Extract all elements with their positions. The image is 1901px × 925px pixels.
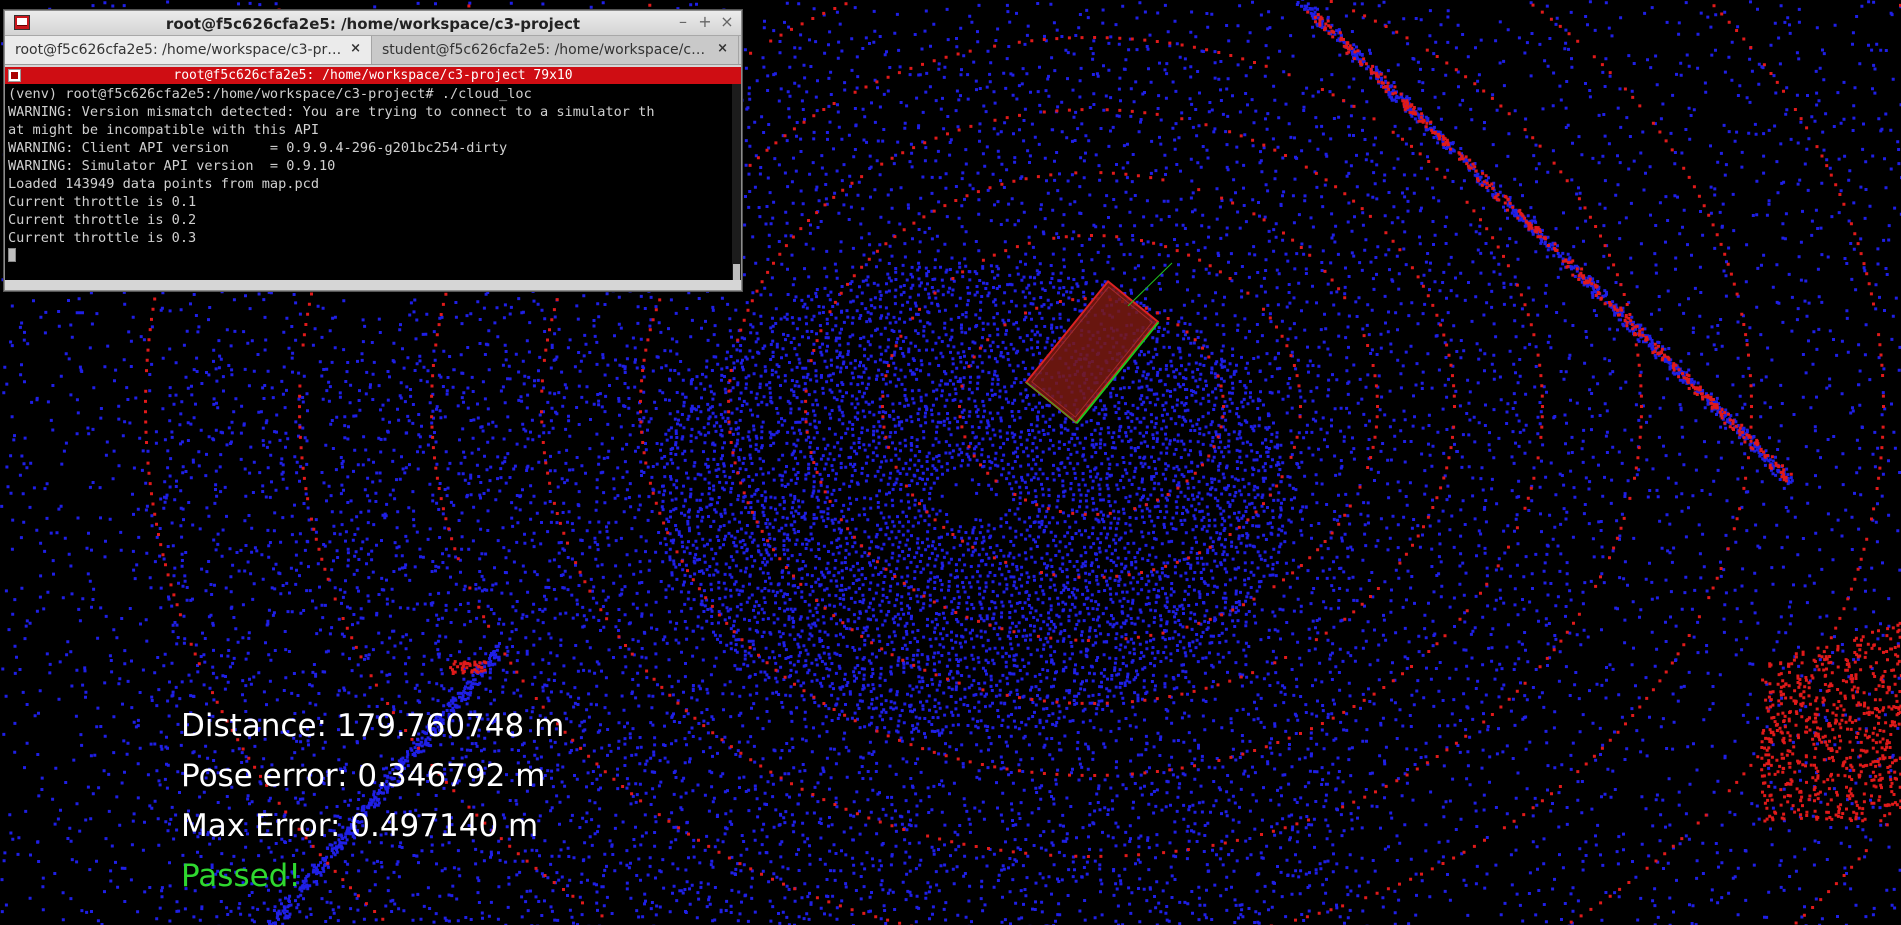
terminal-line: Loaded 143949 data points from map.pcd [8, 176, 319, 192]
max-error-readout: Max Error: 0.497140 m [181, 808, 539, 844]
terminal-line: (venv) root@f5c626cfa2e5:/home/workspace… [8, 86, 532, 102]
status-passed: Passed! [181, 858, 301, 894]
terminal-header: root@f5c626cfa2e5: /home/workspace/c3-pr… [5, 67, 741, 84]
tab-student[interactable]: student@f5c626cfa2e5: /home/workspace/c3… [372, 36, 739, 64]
terminal-output[interactable]: (venv) root@f5c626cfa2e5:/home/workspace… [5, 84, 741, 280]
tab-bar: root@f5c626cfa2e5: /home/workspace/c3-pr… [5, 36, 741, 65]
terminal-app-icon[interactable] [14, 15, 30, 30]
terminal-line: at might be incompatible with this API [8, 122, 319, 138]
window-titlebar[interactable]: root@f5c626cfa2e5: /home/workspace/c3-pr… [5, 11, 741, 36]
terminal-line: Current throttle is 0.2 [8, 212, 197, 228]
window-title: root@f5c626cfa2e5: /home/workspace/c3-pr… [165, 15, 581, 33]
terminal-menu-icon[interactable] [8, 69, 21, 82]
terminal-header-title: root@f5c626cfa2e5: /home/workspace/c3-pr… [173, 68, 573, 83]
tab-label: student@f5c626cfa2e5: /home/workspace/c3… [382, 42, 714, 58]
close-icon[interactable]: × [717, 41, 728, 56]
maximize-button[interactable]: + [698, 12, 712, 31]
terminal-line: Current throttle is 0.1 [8, 194, 197, 210]
close-icon[interactable]: × [350, 41, 361, 56]
terminal-line: WARNING: Client API version = 0.9.9.4-29… [8, 140, 508, 156]
tab-root[interactable]: root@f5c626cfa2e5: /home/workspace/c3-pr… [5, 36, 372, 64]
minimize-button[interactable]: – [679, 12, 687, 31]
ego-vehicle [1024, 262, 1173, 425]
distance-readout: Distance: 179.760748 m [181, 708, 565, 744]
terminal-prompt-line [8, 247, 741, 265]
text-cursor [8, 248, 16, 262]
scrollbar[interactable] [732, 84, 741, 280]
terminal-line: WARNING: Simulator API version = 0.9.10 [8, 158, 336, 174]
terminal-line: WARNING: Version mismatch detected: You … [8, 104, 655, 120]
close-button[interactable]: × [720, 12, 734, 31]
pose-error-readout: Pose error: 0.346792 m [181, 758, 546, 794]
scrollbar-thumb[interactable] [733, 264, 740, 280]
tab-label: root@f5c626cfa2e5: /home/workspace/c3-pr… [15, 42, 342, 58]
terminal-window[interactable]: root@f5c626cfa2e5: /home/workspace/c3-pr… [4, 10, 742, 291]
terminal-line: Current throttle is 0.3 [8, 230, 197, 246]
